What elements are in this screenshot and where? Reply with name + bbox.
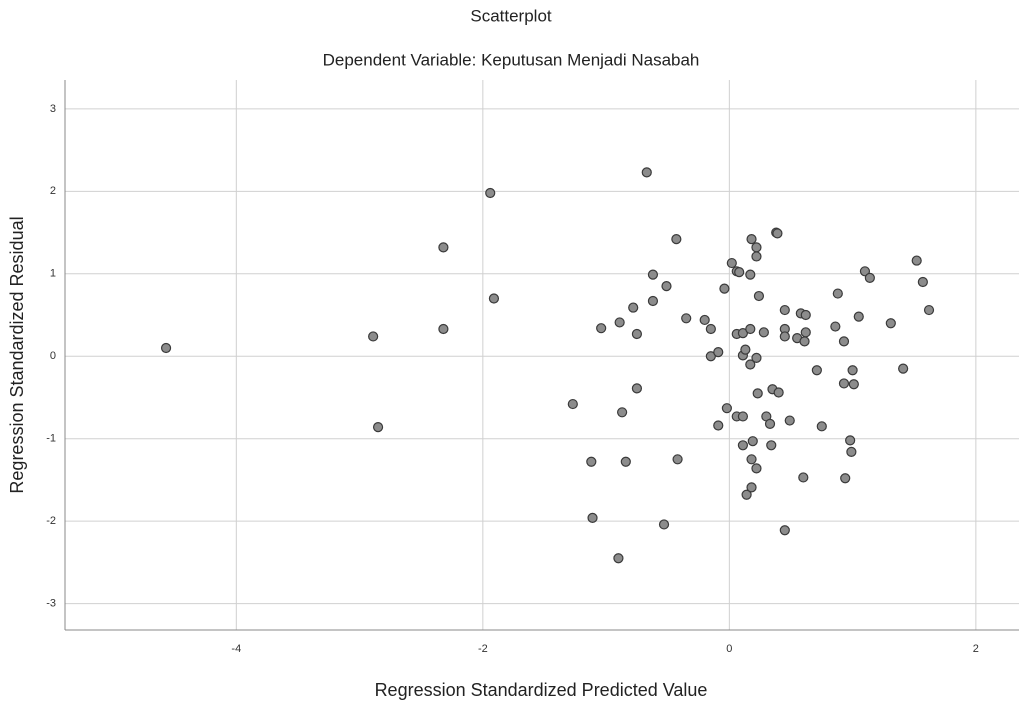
y-tick-label: -1	[46, 433, 56, 445]
point	[631, 383, 643, 394]
point	[799, 336, 810, 347]
point	[845, 435, 856, 446]
point	[661, 281, 672, 292]
point	[840, 473, 851, 484]
point	[764, 418, 776, 429]
point	[853, 311, 864, 322]
x-tick-label: -4	[231, 643, 241, 655]
x-axis-label: Regression Standardized Predicted Value	[375, 680, 708, 700]
y-tick-label: 1	[50, 268, 56, 280]
point	[911, 255, 922, 266]
point	[746, 234, 757, 245]
y-tick-label: 2	[50, 185, 56, 197]
point	[713, 420, 724, 431]
point	[672, 454, 683, 465]
point	[658, 519, 670, 530]
point	[438, 242, 449, 253]
point	[647, 295, 659, 307]
point	[747, 436, 758, 447]
x-tick-label: -2	[478, 643, 488, 655]
point	[617, 407, 628, 418]
x-tick-label: 2	[973, 643, 979, 655]
point	[751, 242, 762, 253]
point	[784, 415, 795, 426]
point	[740, 344, 751, 355]
point	[160, 342, 172, 354]
point	[798, 472, 809, 483]
x-tick-label: 0	[726, 643, 732, 655]
point	[734, 267, 745, 278]
point	[699, 314, 710, 326]
point	[830, 321, 841, 332]
point	[737, 411, 749, 422]
point	[859, 266, 871, 277]
point	[846, 446, 857, 457]
point	[746, 454, 757, 465]
point	[751, 251, 762, 262]
y-tick-label: -3	[46, 598, 56, 610]
point	[647, 269, 659, 280]
point	[745, 323, 756, 335]
point	[800, 309, 811, 321]
point	[671, 234, 682, 245]
point	[613, 553, 624, 564]
point	[726, 257, 737, 269]
point	[753, 290, 765, 302]
point	[917, 276, 928, 288]
point	[485, 187, 496, 199]
point	[713, 347, 724, 358]
point	[368, 331, 379, 342]
point	[885, 318, 896, 329]
point	[737, 440, 749, 451]
point	[596, 323, 607, 334]
point	[779, 525, 790, 536]
point	[705, 323, 716, 335]
point	[745, 269, 756, 280]
point	[614, 317, 625, 328]
point	[923, 304, 935, 316]
point	[719, 283, 730, 294]
y-tick-label: 0	[50, 350, 56, 362]
chart-title: Scatterplot	[470, 6, 552, 25]
point	[721, 403, 732, 414]
chart-subtitle: Dependent Variable: Keputusan Menjadi Na…	[323, 50, 700, 69]
point	[779, 331, 790, 342]
point	[773, 387, 784, 398]
point	[751, 352, 762, 363]
point	[587, 512, 598, 523]
y-tick-label: 3	[50, 103, 56, 115]
y-axis-label: Regression Standardized Residual	[7, 216, 27, 493]
point	[586, 456, 597, 467]
point	[752, 388, 763, 399]
point	[746, 482, 757, 493]
point	[741, 489, 752, 500]
point	[567, 398, 578, 410]
point	[372, 422, 384, 433]
point	[800, 327, 811, 338]
point	[438, 323, 449, 335]
point	[620, 456, 631, 467]
point	[816, 421, 827, 432]
point	[745, 359, 756, 370]
point	[641, 167, 652, 178]
point	[681, 313, 692, 324]
point	[772, 228, 783, 239]
point	[864, 272, 875, 284]
point	[838, 336, 850, 347]
point	[848, 379, 859, 390]
point	[838, 378, 850, 389]
point	[628, 302, 639, 313]
point	[631, 328, 643, 340]
point	[832, 288, 843, 299]
y-tick-label: -2	[46, 515, 56, 527]
point	[758, 327, 769, 338]
point	[811, 365, 822, 376]
point	[488, 293, 500, 304]
point	[751, 463, 762, 474]
point	[847, 365, 858, 376]
point	[766, 440, 777, 451]
point	[779, 304, 790, 316]
point	[898, 363, 909, 374]
